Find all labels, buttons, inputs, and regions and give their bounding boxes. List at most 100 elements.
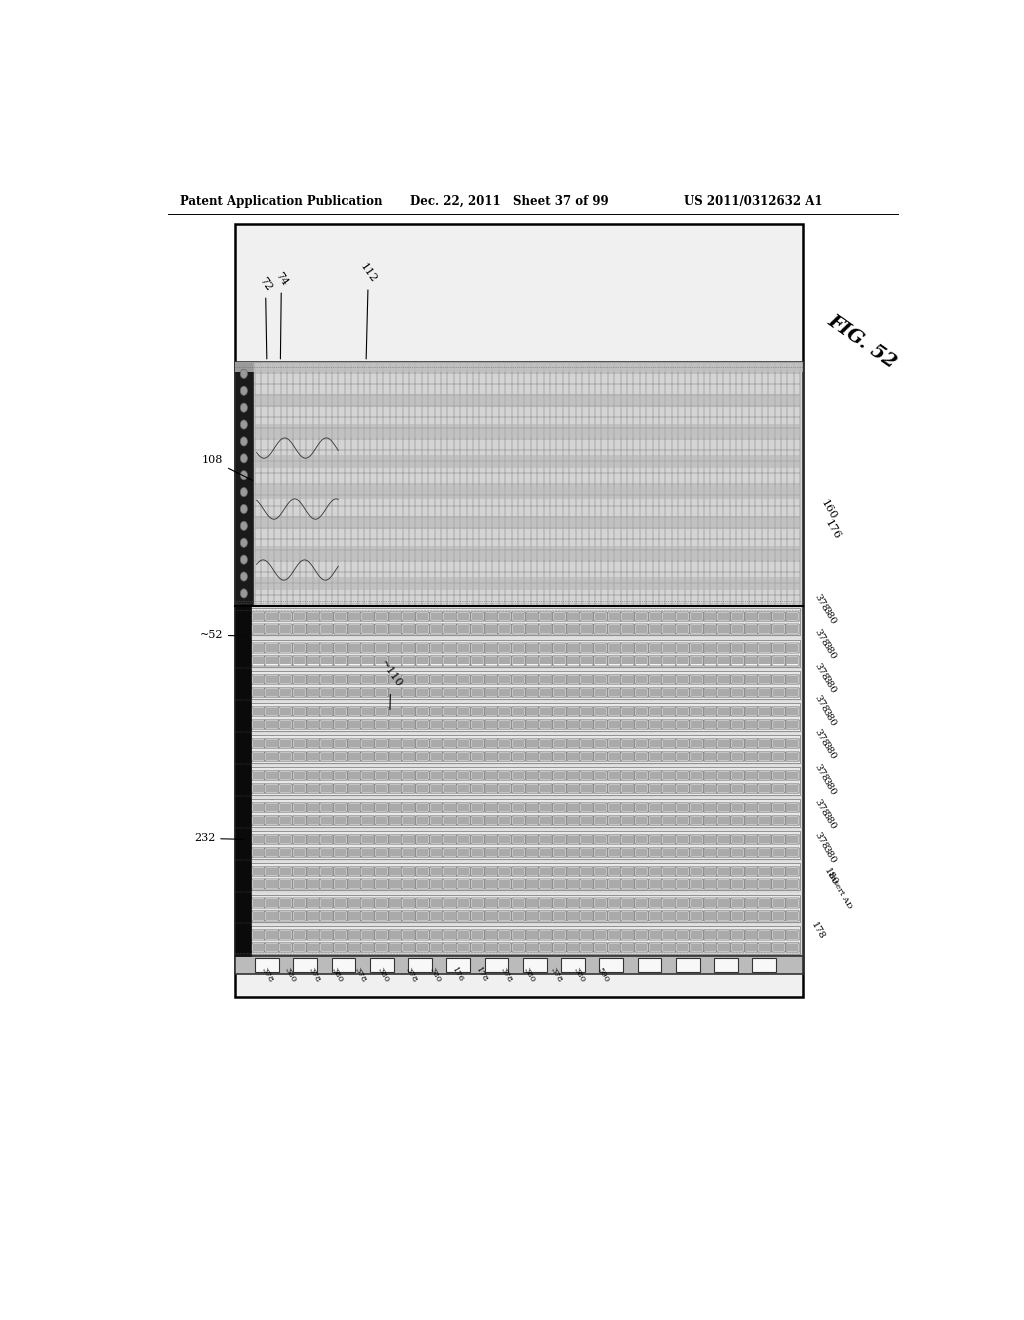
Bar: [703, 752, 717, 762]
Bar: [376, 785, 387, 792]
Bar: [499, 676, 511, 685]
Bar: [293, 752, 306, 762]
Bar: [731, 879, 744, 888]
Bar: [512, 847, 525, 857]
Bar: [348, 752, 359, 760]
Bar: [773, 849, 784, 855]
Bar: [444, 708, 456, 715]
Bar: [525, 719, 539, 729]
Bar: [348, 785, 359, 792]
Bar: [676, 931, 689, 940]
Bar: [718, 772, 729, 779]
Text: 378: 378: [812, 593, 829, 612]
Text: 378: 378: [306, 966, 322, 983]
Bar: [773, 626, 784, 632]
Circle shape: [241, 504, 248, 513]
Bar: [251, 834, 800, 845]
Bar: [253, 752, 264, 760]
Bar: [513, 785, 524, 792]
Bar: [457, 656, 470, 665]
Bar: [251, 911, 800, 921]
Bar: [252, 866, 265, 875]
Bar: [417, 657, 428, 664]
Bar: [595, 721, 606, 729]
Bar: [676, 611, 689, 620]
Bar: [361, 688, 375, 697]
Bar: [307, 741, 318, 747]
Bar: [471, 911, 484, 920]
Bar: [417, 836, 428, 843]
Text: 108: 108: [202, 455, 253, 480]
Bar: [389, 804, 401, 810]
Bar: [718, 612, 729, 619]
Bar: [458, 804, 469, 810]
Bar: [293, 866, 306, 875]
Bar: [526, 867, 538, 875]
Bar: [636, 721, 647, 729]
Bar: [785, 656, 799, 665]
Bar: [294, 772, 305, 779]
Bar: [676, 958, 699, 972]
Bar: [690, 834, 702, 843]
Bar: [485, 708, 497, 715]
Bar: [389, 785, 401, 792]
Bar: [348, 676, 359, 684]
Bar: [376, 657, 387, 664]
Bar: [540, 816, 552, 825]
Bar: [772, 879, 785, 888]
Bar: [608, 676, 620, 684]
Bar: [718, 944, 729, 952]
Bar: [554, 772, 565, 779]
Bar: [759, 689, 771, 697]
Bar: [676, 771, 689, 780]
Bar: [417, 817, 428, 824]
Bar: [649, 803, 662, 812]
Bar: [623, 752, 634, 760]
Bar: [457, 752, 470, 762]
Bar: [561, 958, 585, 972]
Bar: [718, 836, 729, 843]
Bar: [417, 644, 428, 652]
Bar: [484, 879, 498, 888]
Bar: [402, 611, 416, 620]
Bar: [581, 944, 593, 953]
Bar: [347, 719, 360, 729]
Bar: [772, 688, 785, 697]
Bar: [266, 676, 278, 684]
Bar: [485, 880, 497, 887]
Bar: [280, 912, 292, 920]
Text: ~52: ~52: [200, 630, 250, 640]
Text: 176: 176: [823, 519, 843, 541]
Bar: [294, 880, 305, 887]
Bar: [499, 879, 511, 888]
Bar: [608, 932, 620, 939]
Bar: [280, 741, 292, 747]
Bar: [265, 803, 279, 812]
Bar: [322, 644, 333, 652]
Bar: [293, 739, 306, 748]
Bar: [566, 866, 580, 875]
Bar: [306, 624, 319, 634]
Bar: [403, 752, 415, 760]
Bar: [581, 879, 593, 888]
Bar: [649, 816, 662, 825]
Bar: [677, 932, 688, 939]
Bar: [772, 611, 785, 620]
Bar: [581, 688, 593, 697]
Text: 378: 378: [812, 830, 829, 851]
Bar: [649, 836, 662, 843]
Bar: [582, 912, 593, 920]
Bar: [554, 612, 565, 619]
Bar: [280, 626, 292, 632]
Bar: [347, 944, 360, 953]
Bar: [731, 752, 744, 762]
Bar: [663, 624, 676, 634]
Bar: [417, 772, 428, 779]
Bar: [280, 643, 292, 652]
Bar: [567, 772, 579, 779]
Bar: [525, 656, 539, 665]
Bar: [280, 804, 292, 810]
Bar: [663, 847, 676, 857]
Bar: [280, 611, 292, 620]
Bar: [430, 752, 442, 762]
